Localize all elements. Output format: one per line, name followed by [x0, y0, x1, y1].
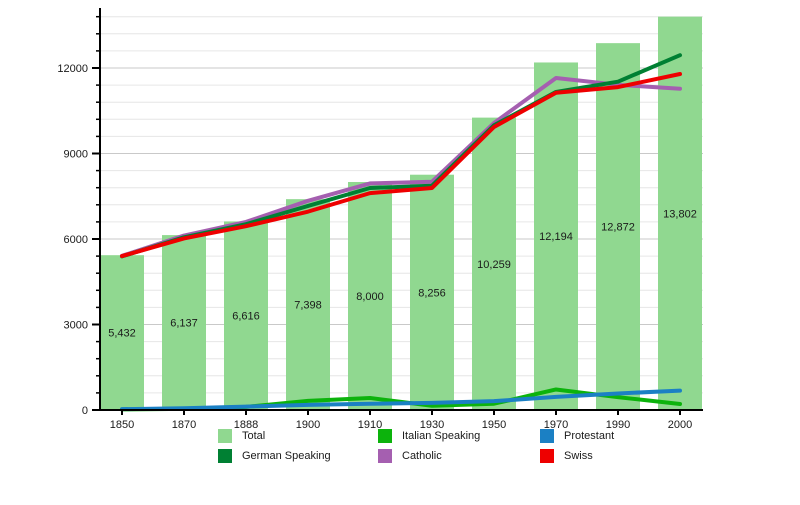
bar-total-1970 — [534, 62, 578, 410]
bar-total-1888 — [224, 221, 268, 410]
x-tick-label-1950: 1950 — [482, 419, 506, 431]
bar-total-1900 — [286, 199, 330, 410]
bar-total-1930 — [410, 174, 454, 410]
x-tick-label-1970: 1970 — [544, 419, 568, 431]
x-tick-label-1930: 1930 — [420, 419, 444, 431]
bar-total-1950 — [472, 117, 516, 410]
bar-label-2000: 13,802 — [663, 208, 697, 220]
y-tick-label-3000: 3000 — [64, 320, 88, 332]
y-tick-label-6000: 6000 — [64, 234, 88, 246]
x-tick-label-1900: 1900 — [296, 419, 320, 431]
bar-label-1870: 6,137 — [170, 318, 198, 330]
bar-label-1850: 5,432 — [108, 328, 136, 340]
y-tick-label-12000: 12000 — [57, 63, 88, 75]
bar-label-1950: 10,259 — [477, 259, 511, 271]
x-tick-label-1850: 1850 — [110, 419, 134, 431]
bar-label-1910: 8,000 — [356, 291, 384, 303]
y-tick-label-9000: 9000 — [64, 149, 88, 161]
bar-label-1990: 12,872 — [601, 222, 635, 234]
bar-label-1970: 12,194 — [539, 231, 573, 243]
x-tick-label-1870: 1870 — [172, 419, 196, 431]
x-tick-label-1990: 1990 — [606, 419, 630, 431]
x-tick-label-2000: 2000 — [668, 419, 692, 431]
x-tick-label-1888: 1888 — [234, 419, 258, 431]
bar-total-1850 — [100, 255, 144, 410]
bar-total-1910 — [348, 182, 392, 410]
y-tick-label-0: 0 — [82, 405, 88, 417]
bar-total-1990 — [596, 43, 640, 410]
line-protestant — [120, 388, 682, 412]
line-swiss — [120, 71, 682, 259]
bar-label-1930: 8,256 — [418, 287, 446, 299]
bar-label-1888: 6,616 — [232, 311, 260, 323]
x-tick-label-1910: 1910 — [358, 419, 382, 431]
bar-total-1870 — [162, 235, 206, 410]
bar-label-1900: 7,398 — [294, 300, 322, 312]
bar-total-2000 — [658, 16, 702, 410]
